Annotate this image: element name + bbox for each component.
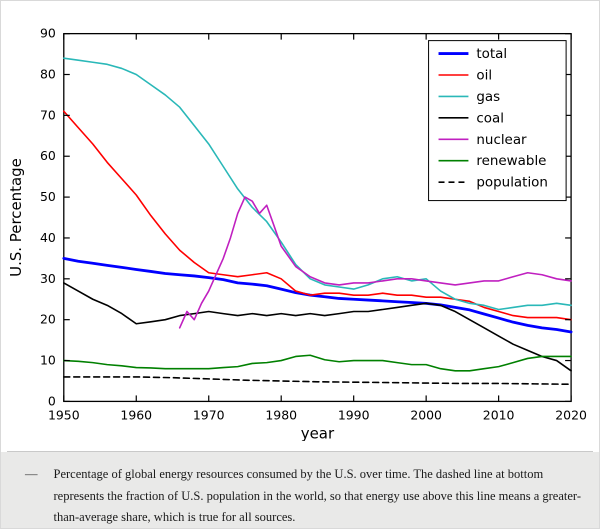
series-line-nuclear <box>178 196 572 329</box>
legend-label-oil: oil <box>476 68 492 83</box>
y-tick-label: 20 <box>40 312 56 327</box>
chart-svg: 1950 1960 1970 1980 1990 2000 2010 2020 0 10 20 30 4… <box>7 26 587 441</box>
legend-label-population: population <box>476 176 548 191</box>
legend: total oil gas coal nuclear renewable populatio… <box>428 40 567 202</box>
x-tick-label: 1970 <box>193 407 225 422</box>
y-tick-label: 0 <box>48 393 56 408</box>
legend-label-gas: gas <box>476 90 500 105</box>
legend-label-total: total <box>476 47 507 62</box>
y-tick-label: 10 <box>40 353 56 368</box>
x-tick-label: 1990 <box>338 407 370 422</box>
series-line-renewable <box>62 354 572 372</box>
y-tick-label: 70 <box>40 107 56 122</box>
x-tick-label: 1950 <box>48 407 80 422</box>
legend-label-coal: coal <box>476 111 504 126</box>
caption-dash: — <box>25 467 38 481</box>
x-tick-label: 2020 <box>555 407 587 422</box>
y-tick-label: 60 <box>40 148 56 163</box>
y-tick-label: 80 <box>40 66 56 81</box>
series-line-coal <box>62 282 572 372</box>
series-line-gas <box>62 57 572 311</box>
y-tick-label: 30 <box>40 271 56 286</box>
x-tick-label: 1980 <box>265 407 297 422</box>
series-line-total <box>62 256 573 334</box>
y-tick-label: 50 <box>40 189 56 204</box>
legend-box <box>428 40 567 202</box>
series-line-oil <box>62 110 572 321</box>
caption-divider <box>7 451 593 452</box>
x-tick-label: 1960 <box>120 407 152 422</box>
chart-area: 1950 1960 1970 1980 1990 2000 2010 2020 0 10 20 30 4… <box>1 1 599 451</box>
x-axis-label: year <box>301 424 335 441</box>
figure-caption: — Percentage of global energy resources … <box>1 452 599 528</box>
y-tick-label: 90 <box>40 26 56 41</box>
caption-text: Percentage of global energy resources co… <box>53 467 582 524</box>
y-tick-label: 40 <box>40 230 56 245</box>
legend-label-renewable: renewable <box>476 154 546 169</box>
x-tick-label: 2000 <box>410 407 442 422</box>
legend-label-nuclear: nuclear <box>476 133 527 148</box>
y-axis-label: U.S. Percentage <box>7 158 25 277</box>
series-line-population <box>62 376 572 386</box>
x-tick-label: 2010 <box>483 407 515 422</box>
